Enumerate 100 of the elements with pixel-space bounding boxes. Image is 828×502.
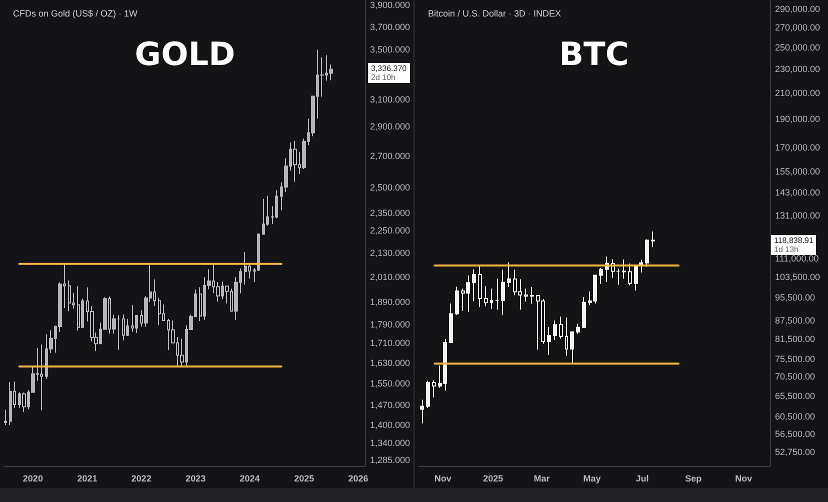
y-tick-label: 65,500.00 (775, 390, 816, 401)
text: BTC (559, 35, 629, 73)
candlestick (40, 344, 43, 411)
text: Bitcoin / U.S. Dollar · 3D · INDEX (428, 8, 562, 18)
y-tick-label: 1,470.000 (370, 400, 410, 410)
candlestick (426, 380, 430, 408)
candlestick (634, 264, 638, 291)
y-tick-label: 131,000.00 (775, 210, 820, 220)
text: CFDs on Gold (US$ / OZ) · 1W (13, 8, 138, 18)
y-tick-label: 1,790.000 (370, 319, 410, 330)
candlestick (420, 399, 424, 424)
y-tick-label: 1,285.000 (370, 455, 410, 466)
candlestick (547, 326, 551, 356)
y-tick-label: 290,000.00 (775, 4, 820, 14)
x-tick-label: 2024 (240, 474, 260, 484)
candlestick (490, 288, 493, 310)
y-tick-label: 2,700.000 (370, 150, 410, 161)
y-tick-label: 3,500.000 (370, 44, 410, 55)
y-tick-label: 70,500.00 (775, 372, 816, 382)
x-tick-label: Sep (685, 474, 702, 484)
candlestick (4, 409, 7, 426)
y-tick-label: 250,000.00 (775, 42, 820, 52)
candlestick (126, 318, 129, 336)
candlestick (122, 314, 125, 341)
text: GOLD (134, 35, 236, 73)
candlestick (68, 280, 71, 312)
y-tick-label: 1,550.000 (370, 378, 410, 388)
y-tick-label: 56,500.00 (775, 429, 816, 440)
candlestick (622, 259, 626, 280)
y-tick-label: 103,500.00 (775, 272, 820, 282)
candlestick (478, 264, 482, 308)
y-tick-label: 95,500.00 (775, 292, 816, 303)
y-tick-label: 52,750.00 (775, 447, 816, 458)
candlestick (158, 297, 161, 326)
candlestick (628, 263, 632, 286)
candlestick (432, 380, 436, 398)
candlestick (131, 304, 134, 332)
candlestick (262, 198, 265, 236)
candlestick (559, 316, 563, 340)
y-tick-label: 2,900.000 (370, 122, 410, 132)
candlestick (639, 259, 643, 274)
candlestick (576, 323, 580, 334)
x-tick-label: May (583, 474, 601, 484)
candlestick (449, 302, 453, 344)
y-tick-label: 1,630.000 (370, 358, 410, 368)
x-tick-label: 2026 (348, 474, 368, 484)
y-tick-label: 1,340.000 (370, 438, 410, 448)
candlestick (582, 296, 586, 328)
price-tag: 118,838.91 1d 13h (771, 234, 816, 255)
x-tick-label: 2025 (294, 474, 314, 484)
candlestick (651, 230, 655, 248)
y-tick-label: 87,500.00 (775, 315, 816, 326)
y-tick-label: 155,000.00 (775, 166, 820, 177)
y-tick-label: 143,000.00 (775, 188, 820, 198)
y-tick-label: 210,000.00 (775, 88, 820, 98)
candlestick (507, 262, 511, 288)
candlestick (22, 392, 26, 413)
x-tick-label: 2023 (186, 474, 206, 484)
y-tick-label: 111,000.00 (775, 254, 819, 264)
x-tick-label: 2020 (22, 474, 43, 484)
y-tick-label: 270,000.00 (775, 22, 820, 32)
candlestick (565, 317, 568, 356)
candlestick (495, 278, 499, 310)
candlestick (530, 286, 534, 304)
y-tick-label: 190,000.00 (775, 114, 820, 124)
candlestick (501, 269, 505, 316)
candlestick (472, 268, 476, 302)
y-tick-label: 1,400.000 (370, 420, 410, 430)
x-tick-label: Mar (534, 474, 550, 484)
x-tick-label: Nov (735, 474, 752, 484)
candlestick (293, 140, 297, 182)
x-tick-label: Nov (434, 474, 452, 484)
y-tick-label: 1,890.000 (370, 297, 410, 308)
price-tag: 3,336.370 2d 10h (368, 63, 410, 84)
candlestick (9, 382, 12, 426)
candlestick (484, 285, 488, 307)
candlestick (77, 286, 80, 331)
candlestick (553, 320, 557, 340)
candlestick (455, 286, 459, 316)
x-tick-label: 2021 (77, 474, 98, 484)
y-tick-label: 75,500.00 (775, 354, 816, 364)
y-tick-label: 2,350.000 (370, 208, 410, 218)
candlestick (570, 330, 574, 364)
y-tick-label: 60,500.00 (775, 411, 816, 422)
y-tick-label: 230,000.00 (775, 64, 820, 74)
y-tick-label: 3,900.000 (370, 0, 410, 10)
y-tick-label: 2,250.000 (370, 226, 410, 236)
x-tick-label: 2025 (483, 474, 504, 484)
x-tick-label: 2022 (131, 474, 152, 484)
x-tick-label: Jul (636, 474, 649, 484)
y-tick-label: 2,010.000 (370, 272, 410, 282)
y-tick-label: 3,700.000 (370, 22, 410, 32)
y-tick-label: 81,500.00 (775, 334, 816, 344)
candlestick (524, 288, 528, 302)
candlestick (244, 252, 247, 285)
candlestick (599, 267, 603, 284)
y-tick-label: 3,100.000 (370, 94, 410, 104)
y-tick-label: 2,130.000 (370, 248, 410, 258)
y-tick-label: 2,500.000 (370, 182, 410, 192)
y-tick-label: 1,710.000 (370, 338, 410, 348)
